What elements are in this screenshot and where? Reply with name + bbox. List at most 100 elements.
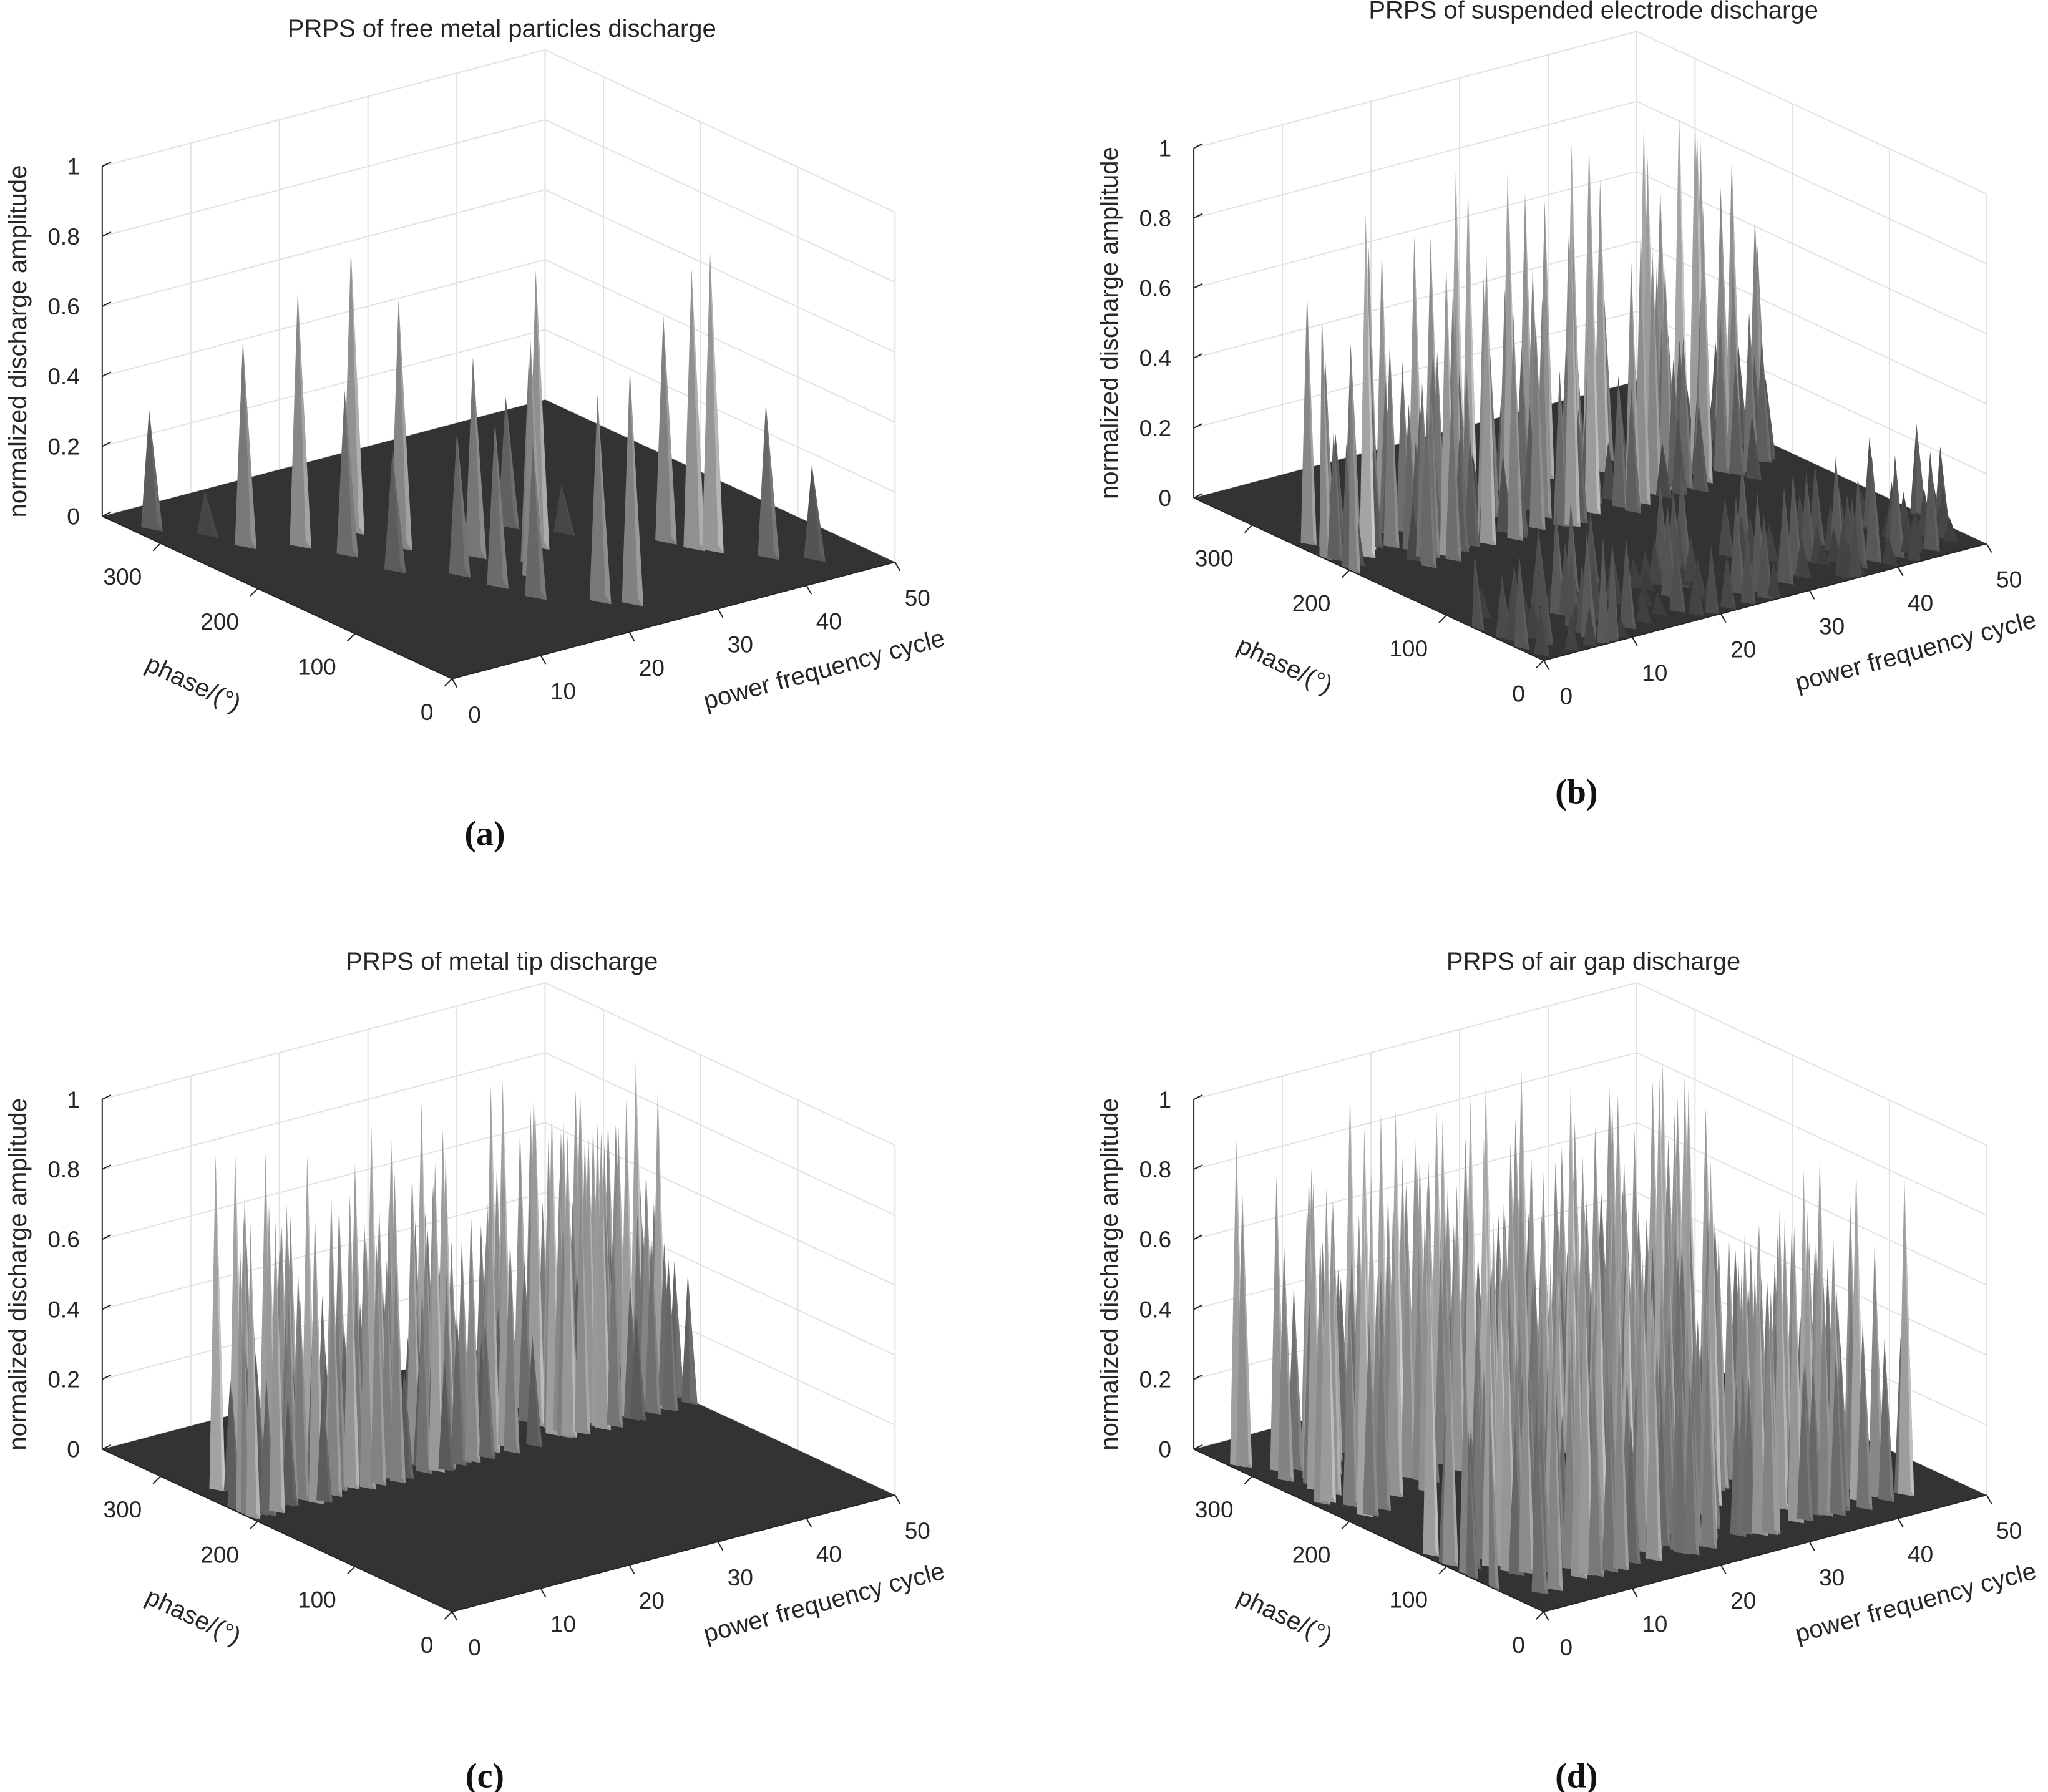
y-tick-label: 0: [421, 1632, 434, 1658]
y-axis-title: phase/(°): [1233, 631, 1337, 699]
discharge-peak: [1660, 1351, 1670, 1522]
discharge-peak: [315, 1214, 325, 1505]
z-tick: [102, 441, 112, 447]
discharge-peak: [1426, 411, 1437, 568]
discharge-peak: [205, 489, 219, 538]
discharge-peak: [1470, 439, 1480, 548]
z-tick: [1193, 422, 1203, 429]
y-axis-title: phase/(°): [142, 650, 245, 718]
discharge-peak: [1414, 236, 1424, 528]
y-tick: [152, 1476, 161, 1484]
discharge-peak: [1752, 414, 1762, 480]
z-tick-label: 0.2: [47, 434, 79, 459]
discharge-peak: [1489, 343, 1499, 491]
y-tick-label: 300: [104, 564, 142, 590]
discharge-peak: [1490, 351, 1500, 518]
discharge-peak: [1618, 375, 1629, 509]
discharge-peak: [1591, 198, 1601, 515]
discharge-peak: [344, 390, 359, 558]
discharge-peak: [1646, 568, 1655, 592]
x-tick: [1808, 1541, 1815, 1551]
z-tick: [102, 1304, 112, 1310]
discharge-peak: [504, 1150, 514, 1448]
discharge-peak: [674, 1260, 685, 1400]
x-tick: [1720, 1564, 1727, 1574]
discharge-peak: [1767, 559, 1780, 598]
x-tick: [1543, 660, 1549, 670]
discharge-peak: [300, 1291, 310, 1501]
discharge-peak: [1595, 1126, 1605, 1404]
discharge-peak: [1578, 408, 1588, 524]
discharge-peak: [1571, 612, 1579, 651]
z-tick-label: 0.4: [47, 1297, 79, 1322]
discharge-peak: [604, 1143, 614, 1422]
z-tick: [1193, 283, 1203, 289]
discharge-peak: [371, 1124, 381, 1458]
discharge-peak: [1801, 536, 1812, 579]
discharge-peak: [290, 1217, 301, 1478]
discharge-peak: [1368, 246, 1379, 525]
discharge-peak: [351, 248, 365, 535]
discharge-peak: [1703, 207, 1713, 484]
discharge-peak: [1468, 1431, 1478, 1580]
discharge-peak: [1768, 1295, 1778, 1536]
y-tick: [1244, 524, 1253, 533]
discharge-peak: [461, 1240, 472, 1463]
discharge-peak: [1471, 1424, 1481, 1570]
discharge-peak: [1326, 1188, 1337, 1504]
z-tick-label: 0: [67, 1437, 80, 1463]
y-tick: [1438, 615, 1447, 623]
discharge-peak: [1862, 1322, 1873, 1511]
discharge-peak: [1489, 1390, 1499, 1591]
discharge-peak: [1642, 593, 1652, 624]
y-tick: [444, 678, 453, 687]
x-tick-label: 0: [1560, 683, 1573, 709]
discharge-peak: [215, 1154, 226, 1492]
discharge-peak: [605, 1219, 616, 1426]
discharge-peak: [242, 1298, 253, 1518]
discharge-peak: [1486, 251, 1496, 546]
discharge-peak: [1350, 348, 1360, 574]
x-tick-label: 20: [1730, 1588, 1756, 1614]
discharge-peak: [1689, 1372, 1700, 1556]
panel-caption: (b): [1555, 772, 1597, 811]
y-tick-label: 100: [298, 1587, 336, 1613]
x-tick-label: 50: [905, 1518, 930, 1544]
discharge-peak: [1697, 557, 1707, 600]
discharge-peak: [1536, 320, 1546, 530]
discharge-peak: [1448, 1304, 1458, 1567]
discharge-peak: [1642, 1257, 1652, 1551]
discharge-peak: [1871, 455, 1882, 563]
z-tick: [1193, 143, 1203, 149]
z-tick: [1193, 213, 1203, 219]
y-tick-label: 100: [298, 654, 336, 679]
discharge-peak: [1773, 559, 1780, 598]
discharge-peak: [1619, 1325, 1629, 1570]
y-tick: [1536, 1611, 1544, 1620]
y-tick-label: 300: [1195, 545, 1234, 571]
discharge-peak: [497, 1166, 507, 1433]
discharge-peak: [1881, 535, 1898, 567]
x-tick: [540, 1588, 547, 1598]
discharge-peak: [1598, 1230, 1609, 1559]
z-gridline: [1193, 981, 1987, 1146]
discharge-peak: [1726, 555, 1737, 610]
discharge-peak: [1884, 1338, 1894, 1502]
discharge-peak: [1350, 343, 1361, 534]
z-tick-label: 0.2: [1139, 1366, 1171, 1392]
discharge-peak: [1564, 612, 1579, 651]
discharge-peak: [1557, 1222, 1568, 1454]
discharge-peak: [1803, 1365, 1813, 1522]
y-tick: [152, 543, 161, 552]
z-tick: [102, 301, 112, 307]
discharge-peak: [446, 1152, 456, 1469]
discharge-peak: [1524, 1303, 1535, 1575]
discharge-peak: [1661, 1391, 1671, 1547]
discharge-peak: [1692, 1363, 1702, 1547]
discharge-peak: [601, 1131, 611, 1431]
x-tick: [1897, 1517, 1904, 1527]
discharge-peak: [1604, 296, 1614, 462]
discharge-peak: [524, 1260, 534, 1423]
discharge-peak: [1542, 299, 1552, 519]
discharge-peak: [1631, 387, 1641, 514]
